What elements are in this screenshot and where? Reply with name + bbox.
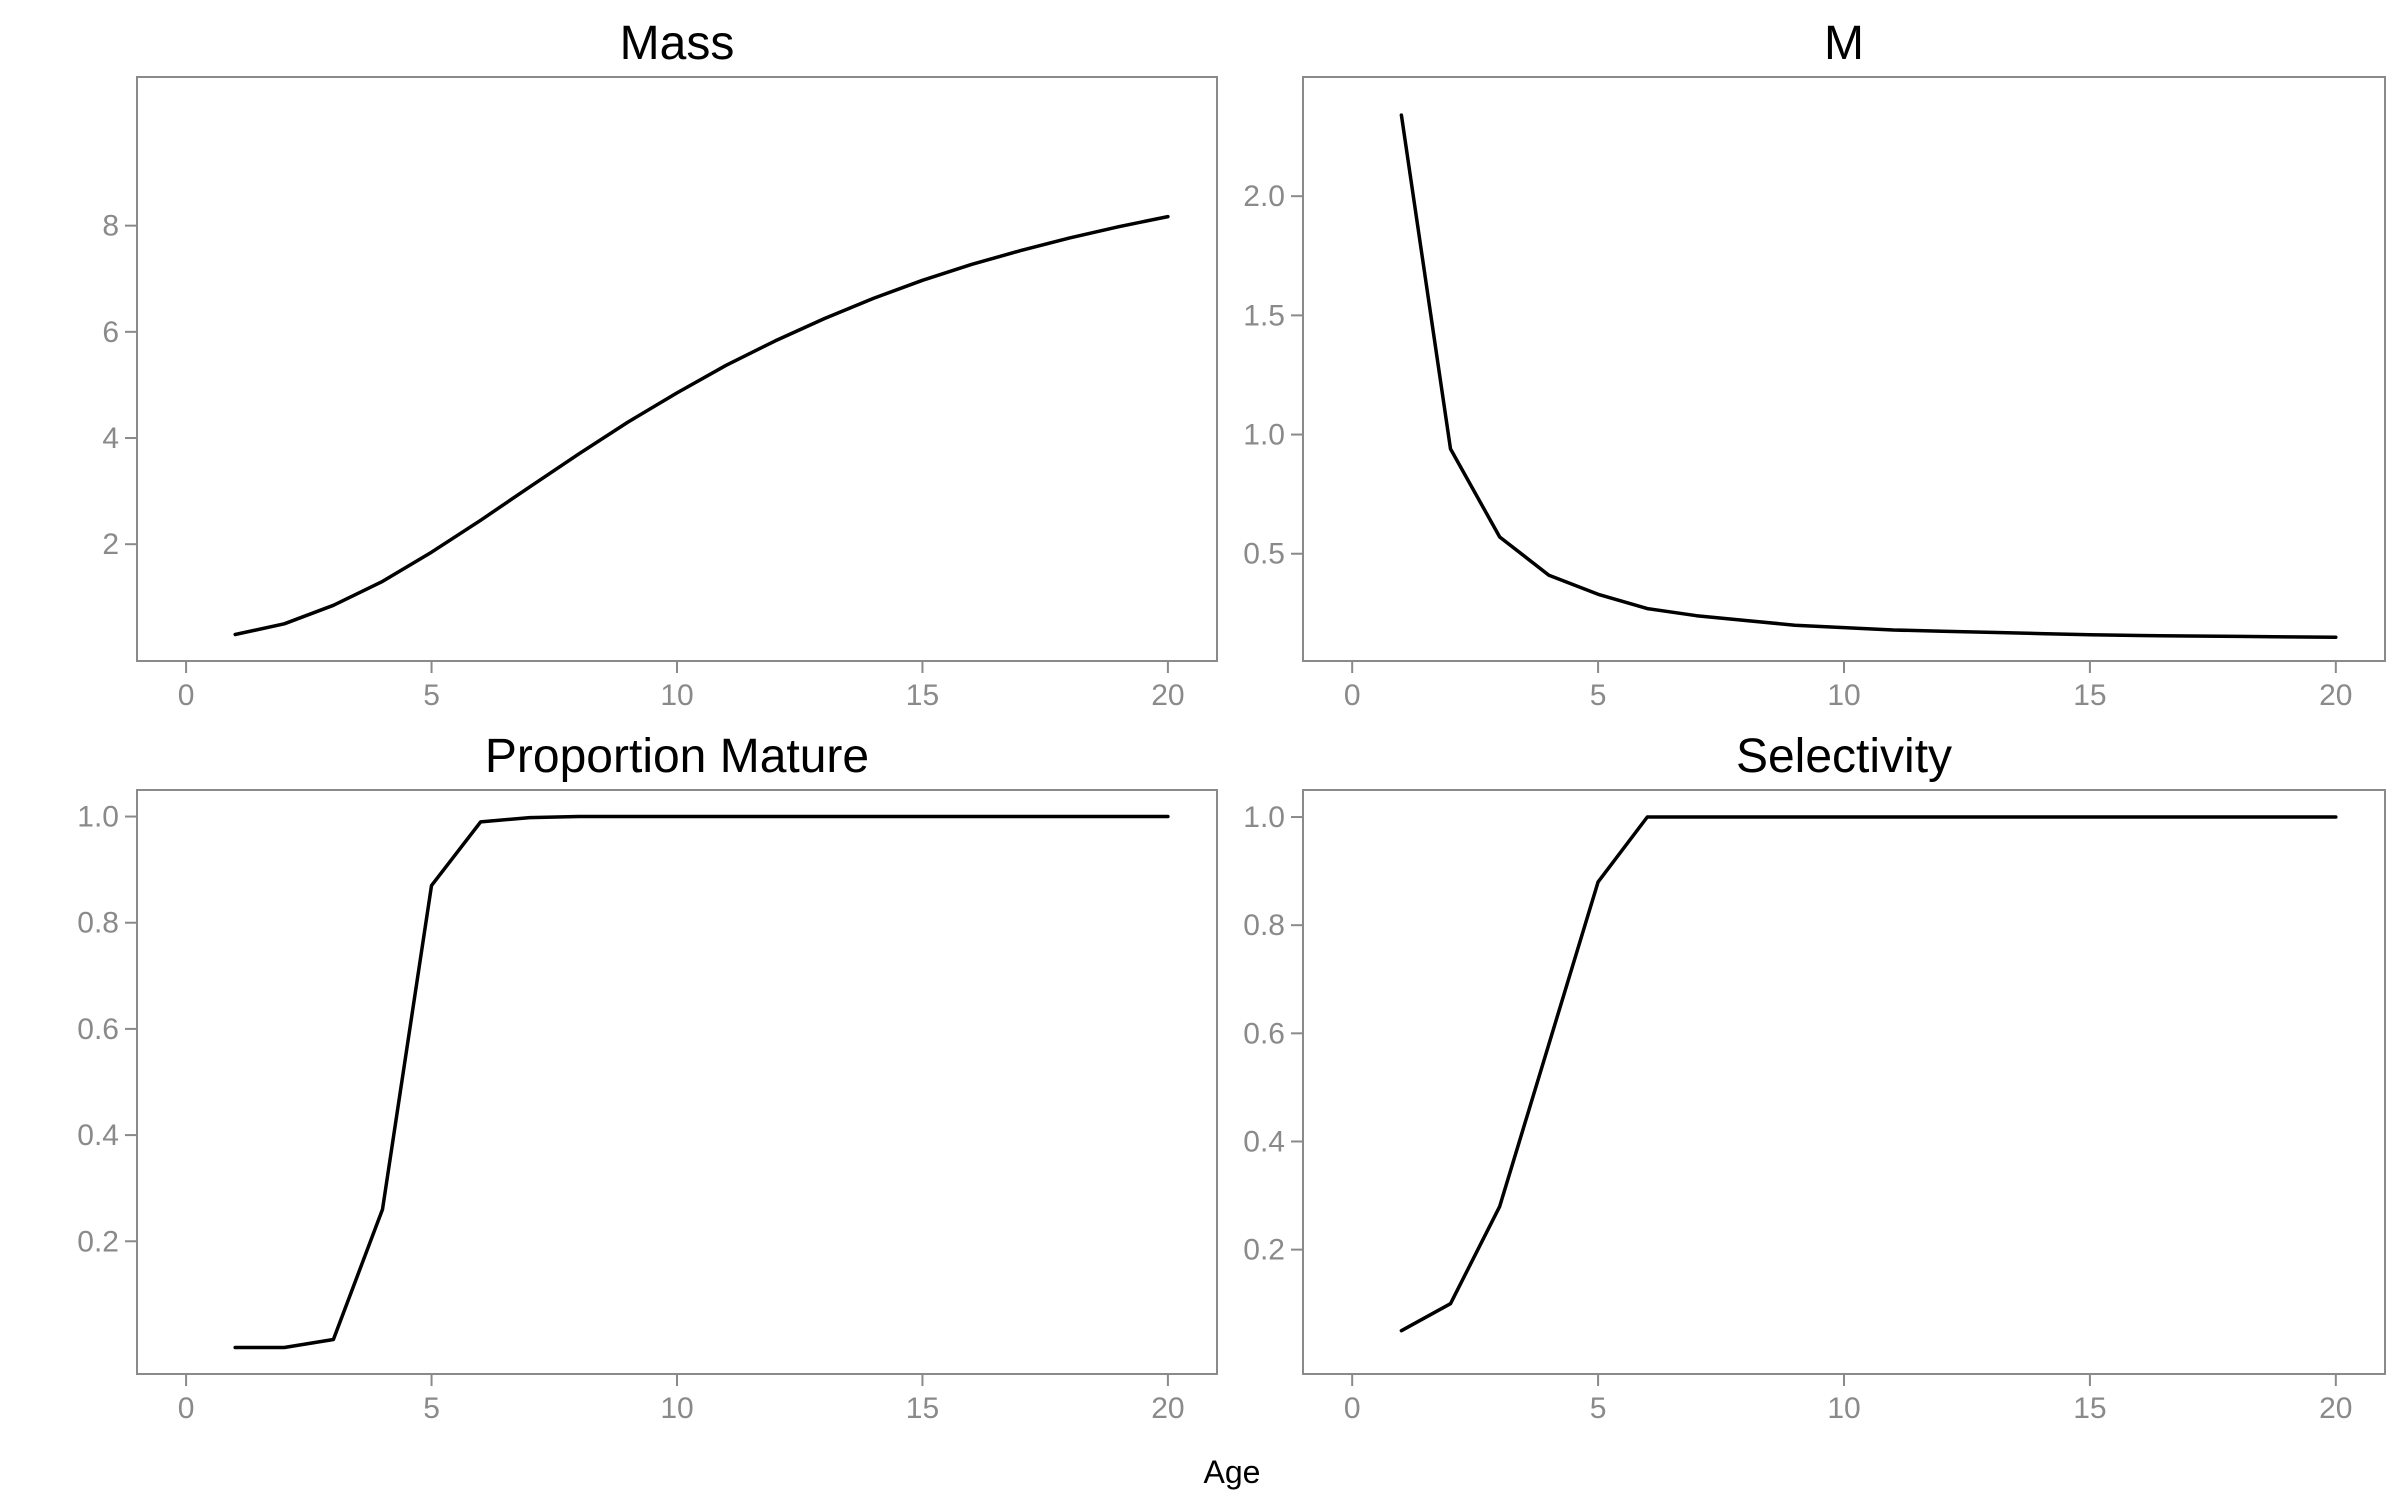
panel-3: Proportion Mature 0 5 10 15 20 0.2 0.4 0.6 0.8 1.0	[77, 730, 1218, 1425]
x-tick-label: 15	[2073, 679, 2106, 712]
x-tick-label: 5	[1590, 1392, 1607, 1425]
series-line	[233, 214, 1170, 637]
x-tick-label: 0	[1344, 1392, 1361, 1425]
x-tick-label: 5	[423, 1392, 440, 1425]
y-tick-label: 0.6	[1243, 1017, 1285, 1050]
x-tick-label: 15	[906, 679, 939, 712]
x-tick-label: 15	[2073, 1392, 2106, 1425]
series-line	[1399, 113, 2338, 639]
x-tick-label: 20	[1151, 679, 1184, 712]
y-tick-label: 2.0	[1243, 180, 1285, 213]
y-tick-label: 1.0	[77, 801, 119, 834]
y-tick-label: 1.0	[1243, 801, 1285, 834]
panel-frame	[1302, 789, 2386, 1375]
x-tick-label: 20	[2319, 1392, 2352, 1425]
y-tick-label: 0.8	[1243, 909, 1285, 942]
x-tick-label: 20	[1151, 1392, 1184, 1425]
y-tick-label: 6	[102, 316, 119, 349]
panel-title: Proportion Mature	[485, 730, 869, 783]
x-axis-label: Age	[1204, 1454, 1261, 1490]
x-tick-label: 0	[1344, 679, 1361, 712]
x-tick-label: 5	[423, 679, 440, 712]
y-tick-label: 0.4	[1243, 1125, 1285, 1158]
x-tick-label: 0	[178, 1392, 195, 1425]
y-tick-label: 0.6	[77, 1013, 119, 1046]
panel-frame	[136, 76, 1218, 662]
panel-frame	[1302, 76, 2386, 662]
y-tick-label: 1.0	[1243, 419, 1285, 452]
x-tick-label: 15	[906, 1392, 939, 1425]
x-tick-label: 0	[178, 679, 195, 712]
x-tick-label: 10	[1827, 679, 1860, 712]
y-tick-label: 0.4	[77, 1119, 119, 1152]
panel-4: Selectivity 0 5 10 15 20 0.2 0.4 0.6 0.8 1.0	[1243, 730, 2386, 1425]
panel-frame	[136, 789, 1218, 1375]
series-line	[1399, 815, 2338, 1333]
panel-title: M	[1824, 17, 1864, 70]
x-tick-label: 20	[2319, 679, 2352, 712]
y-tick-label: 0.5	[1243, 538, 1285, 571]
x-tick-label: 10	[660, 679, 693, 712]
panel-title: Selectivity	[1736, 730, 1952, 783]
panel-1: Mass 0 5 10 15 20 2 4 6 8	[102, 17, 1218, 712]
x-tick-label: 10	[1827, 1392, 1860, 1425]
panel-title: Mass	[620, 17, 735, 70]
x-tick-label: 5	[1590, 679, 1607, 712]
y-tick-label: 1.5	[1243, 299, 1285, 332]
y-tick-label: 8	[102, 210, 119, 243]
y-tick-label: 0.2	[1243, 1234, 1285, 1267]
y-tick-label: 2	[102, 528, 119, 561]
series-line	[233, 814, 1170, 1350]
y-tick-label: 0.2	[77, 1225, 119, 1258]
x-tick-label: 10	[660, 1392, 693, 1425]
y-tick-label: 0.8	[77, 907, 119, 940]
y-tick-label: 4	[102, 422, 119, 455]
panel-2: M 0 5 10 15 20 0.5 1.0 1.5 2.0	[1243, 17, 2386, 712]
